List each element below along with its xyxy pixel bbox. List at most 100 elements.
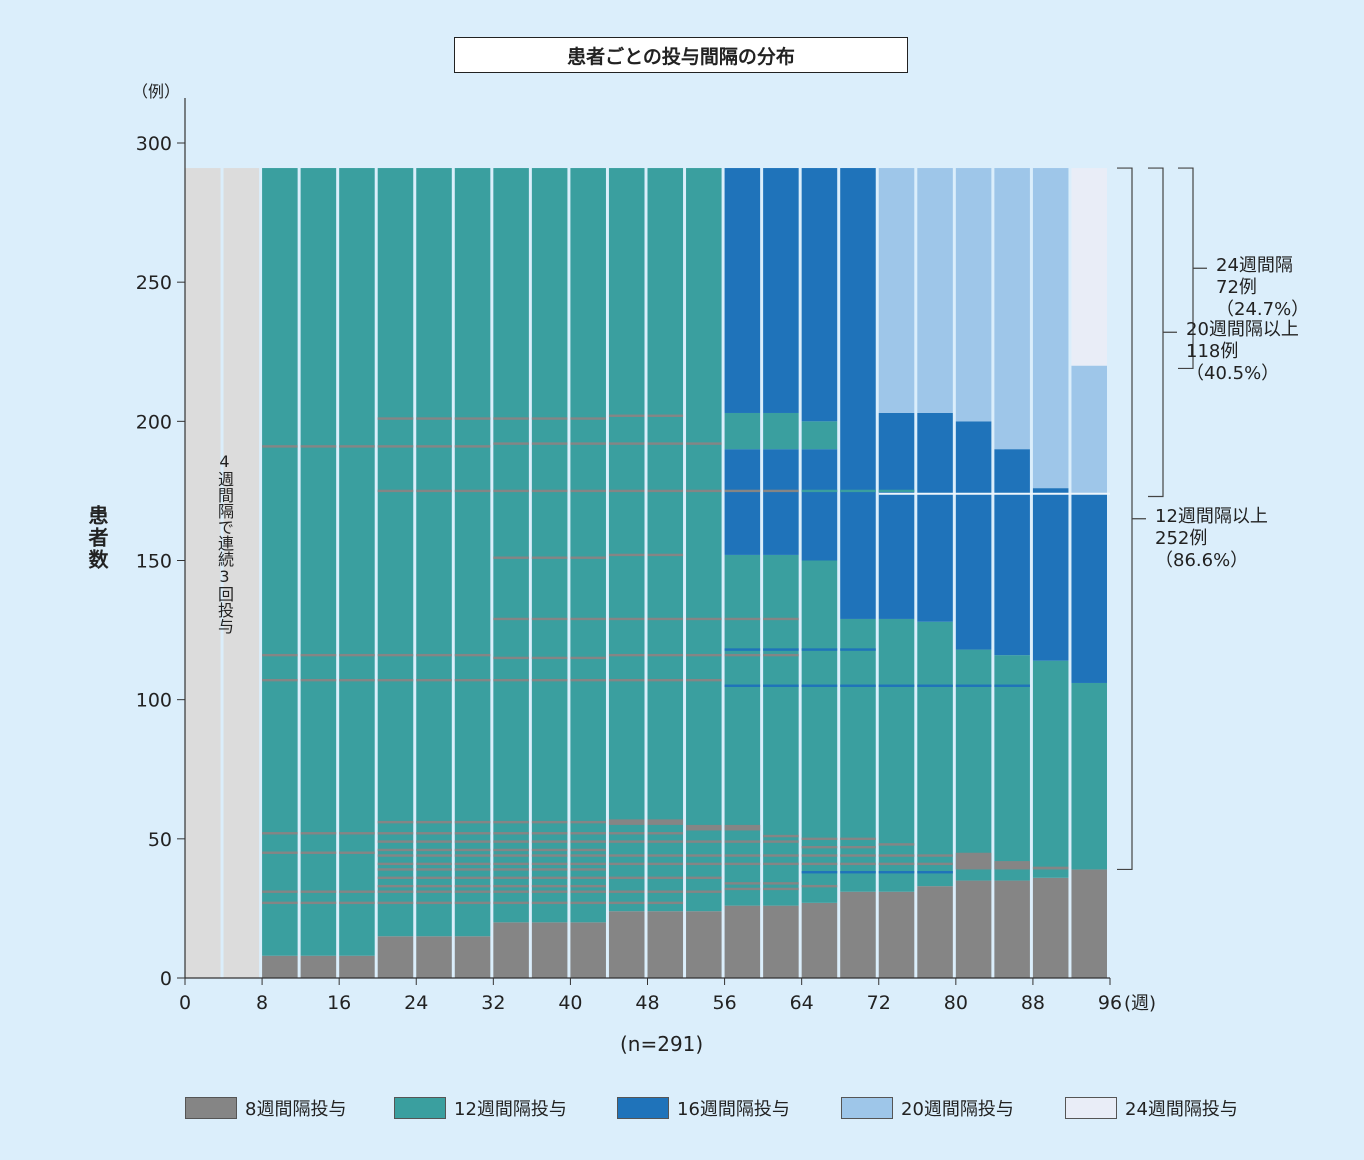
- patient-line-w8: [377, 890, 414, 893]
- x-tick-label: 8: [256, 992, 268, 1014]
- patient-line-w8: [416, 876, 452, 879]
- patient-line-w8: [339, 890, 375, 893]
- bracket-label: 12週間隔以上 252例 （86.6%）: [1155, 506, 1268, 572]
- patient-line-w8: [454, 876, 491, 879]
- patient-line-w8: [300, 832, 337, 835]
- bar-segment-w8: [454, 936, 491, 978]
- patient-line-w16: [763, 684, 799, 687]
- patient-line-w8: [493, 890, 529, 893]
- patient-line-w8: [339, 653, 375, 657]
- patient-line-w8: [801, 862, 838, 866]
- patient-line-w8: [454, 489, 491, 493]
- bar-segment-w12: [608, 168, 645, 912]
- patient-line-w16: [917, 871, 953, 874]
- bar-segment-w12: [724, 412, 761, 450]
- patient-line-w8: [724, 854, 761, 857]
- patient-line-w8: [454, 832, 491, 835]
- bracket-count: 252例: [1155, 527, 1208, 549]
- patient-line-w8: [416, 854, 452, 857]
- bracket-title: 20週間隔以上: [1186, 319, 1299, 341]
- patient-line-w8: [763, 862, 799, 866]
- patient-line-w8: [377, 489, 414, 493]
- bar-segment-w8: [801, 902, 838, 978]
- bar-segment-w12: [531, 168, 568, 923]
- patient-line-w8: [647, 414, 684, 417]
- patient-line-w16: [994, 684, 1030, 687]
- patient-line-w8: [724, 887, 761, 891]
- patient-line-w8: [531, 840, 568, 843]
- patient-line-w8: [493, 617, 529, 621]
- patient-line-w8: [262, 445, 298, 448]
- patient-line-w8: [493, 876, 529, 879]
- patient-line-w8: [493, 832, 529, 835]
- patient-line-w8: [416, 417, 452, 420]
- patient-line-w8: [724, 882, 761, 885]
- bar-segment-w12: [262, 168, 298, 956]
- patient-line-w8: [493, 862, 529, 866]
- patient-line-w16: [955, 684, 992, 687]
- patient-line-w8: [801, 854, 838, 857]
- patient-line-w8: [531, 678, 568, 682]
- bracket-count: 72例: [1216, 277, 1257, 299]
- patient-line-w8: [763, 840, 799, 843]
- legend-swatch: [394, 1097, 446, 1119]
- bar-segment-w16: [801, 449, 838, 561]
- bar-segment-w12: [878, 618, 915, 892]
- patient-line-w8: [377, 820, 414, 824]
- patient-line-w8: [570, 884, 606, 888]
- bar-segment-w20: [955, 168, 992, 422]
- patient-line-w16: [840, 684, 876, 687]
- bar-segment-w8: [955, 852, 992, 870]
- bar-segment-w8: [686, 824, 722, 831]
- patient-line-w8: [454, 868, 491, 871]
- patient-line-w12: [840, 489, 876, 493]
- y-tick-label: 0: [160, 968, 172, 990]
- patient-line-w8: [531, 442, 568, 445]
- patient-line-w8: [262, 901, 298, 905]
- patient-line-w8: [570, 417, 606, 420]
- patient-line-w16: [801, 648, 838, 651]
- patient-line-w8: [262, 890, 298, 893]
- patient-line-w8: [454, 854, 491, 857]
- patient-line-w8: [339, 445, 375, 448]
- bar-segment-w12: [917, 621, 953, 887]
- bar-segment-w8: [917, 886, 953, 978]
- patient-line-w8: [570, 901, 606, 905]
- patient-line-w8: [724, 653, 761, 657]
- patient-line-w8: [686, 442, 722, 445]
- patient-line-w8: [570, 617, 606, 621]
- patient-line-w8: [570, 678, 606, 682]
- patient-line-w8: [416, 848, 452, 852]
- patient-line-w8: [686, 489, 722, 493]
- bar-segment-w12: [686, 168, 722, 912]
- bar-segment-w8: [840, 891, 876, 978]
- bar-segment-w8: [1071, 869, 1107, 978]
- patient-line-w8: [377, 678, 414, 682]
- patient-line-w8: [377, 862, 414, 866]
- bracket-count: 118例: [1186, 341, 1239, 363]
- patient-line-w8: [570, 556, 606, 559]
- legend-item-12w: 12週間隔投与: [394, 1095, 567, 1121]
- patient-line-w8: [570, 442, 606, 445]
- x-tick-label: 64: [790, 992, 814, 1014]
- legend-swatch: [185, 1097, 237, 1119]
- patient-line-w8: [647, 832, 684, 835]
- legend-label: 16週間隔投与: [677, 1099, 790, 1120]
- patient-line-w8: [300, 890, 337, 893]
- patient-line-w8: [531, 489, 568, 493]
- patient-line-w8: [416, 884, 452, 888]
- patient-line-w8: [686, 653, 722, 657]
- x-tick-label: 88: [1021, 992, 1045, 1014]
- bracket-title: 24週間隔: [1216, 255, 1293, 277]
- y-tick-label: 300: [136, 133, 172, 155]
- patient-line-w8: [686, 854, 722, 857]
- x-tick-label: 0: [179, 992, 191, 1014]
- patient-line-w8: [416, 832, 452, 835]
- patient-line-w8: [493, 854, 529, 857]
- bar-segment-w12: [840, 618, 876, 892]
- patient-line-w8: [531, 832, 568, 835]
- y-tick-label: 200: [136, 411, 172, 433]
- patient-line-w8: [454, 862, 491, 866]
- bar-segment-w16: [1032, 488, 1069, 661]
